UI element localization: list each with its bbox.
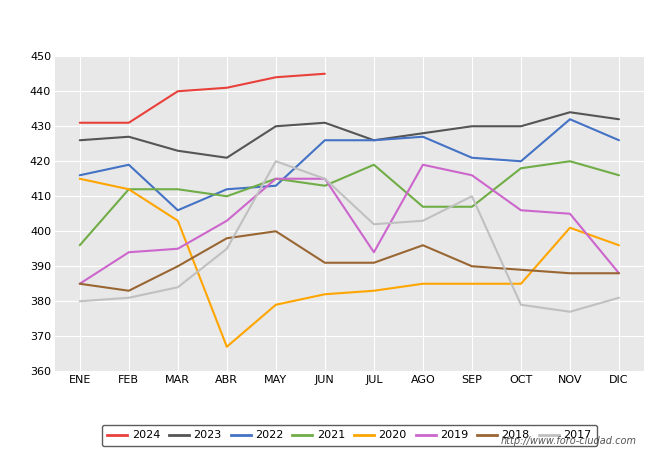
Text: Afiliados en Torrelles de Foix a 31/5/2024: Afiliados en Torrelles de Foix a 31/5/20… bbox=[155, 11, 495, 29]
Text: http://www.foro-ciudad.com: http://www.foro-ciudad.com bbox=[501, 436, 637, 446]
Legend: 2024, 2023, 2022, 2021, 2020, 2019, 2018, 2017: 2024, 2023, 2022, 2021, 2020, 2019, 2018… bbox=[102, 425, 597, 446]
